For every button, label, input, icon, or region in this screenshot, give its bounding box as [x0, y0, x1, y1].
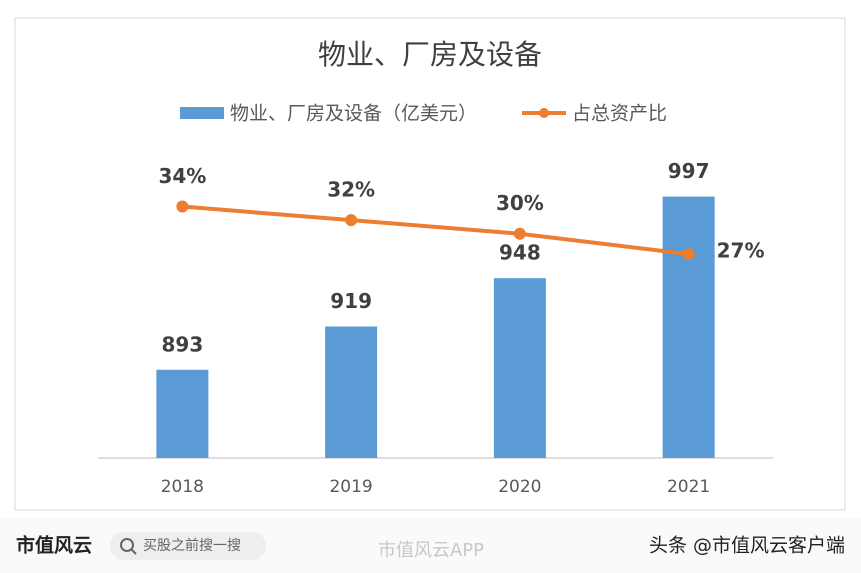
bar	[662, 196, 715, 458]
chart-title: 物业、厂房及设备	[318, 38, 542, 71]
bar	[493, 278, 546, 458]
line-point	[513, 227, 526, 240]
data-label: 997	[668, 159, 710, 183]
legend-label: 物业、厂房及设备（亿美元）	[230, 103, 477, 125]
search-icon	[130, 548, 137, 555]
footer-app: 市值风云APP	[378, 540, 484, 561]
line	[182, 204, 689, 257]
data-label: 32%	[327, 178, 375, 202]
x-tick-label: 2018	[161, 477, 204, 497]
search-icon	[120, 538, 134, 552]
data-label: 919	[330, 289, 372, 313]
data-label: 34%	[158, 164, 206, 188]
legend-label: 占总资产比	[572, 103, 667, 125]
x-tick-label: 2020	[498, 477, 541, 497]
bar	[156, 369, 209, 458]
x-tick-label: 2019	[329, 477, 372, 497]
legend-swatch	[539, 108, 550, 118]
legend-swatch	[180, 107, 224, 119]
search-text: 买股之前搜一搜	[143, 537, 241, 554]
line-point	[345, 214, 358, 227]
search-box[interactable]	[110, 532, 266, 560]
footer-brand: 市值风云	[16, 534, 92, 557]
bar	[325, 326, 378, 458]
chart-frame	[14, 17, 846, 511]
footer-source: 头条 @市值风云客户端	[649, 535, 845, 557]
data-label: 30%	[496, 191, 544, 215]
x-tick-label: 2021	[667, 477, 710, 497]
line-point	[682, 248, 695, 261]
data-label: 948	[499, 241, 541, 265]
data-label: 893	[162, 332, 204, 356]
data-label: 27%	[717, 239, 765, 263]
line-point	[176, 200, 189, 213]
